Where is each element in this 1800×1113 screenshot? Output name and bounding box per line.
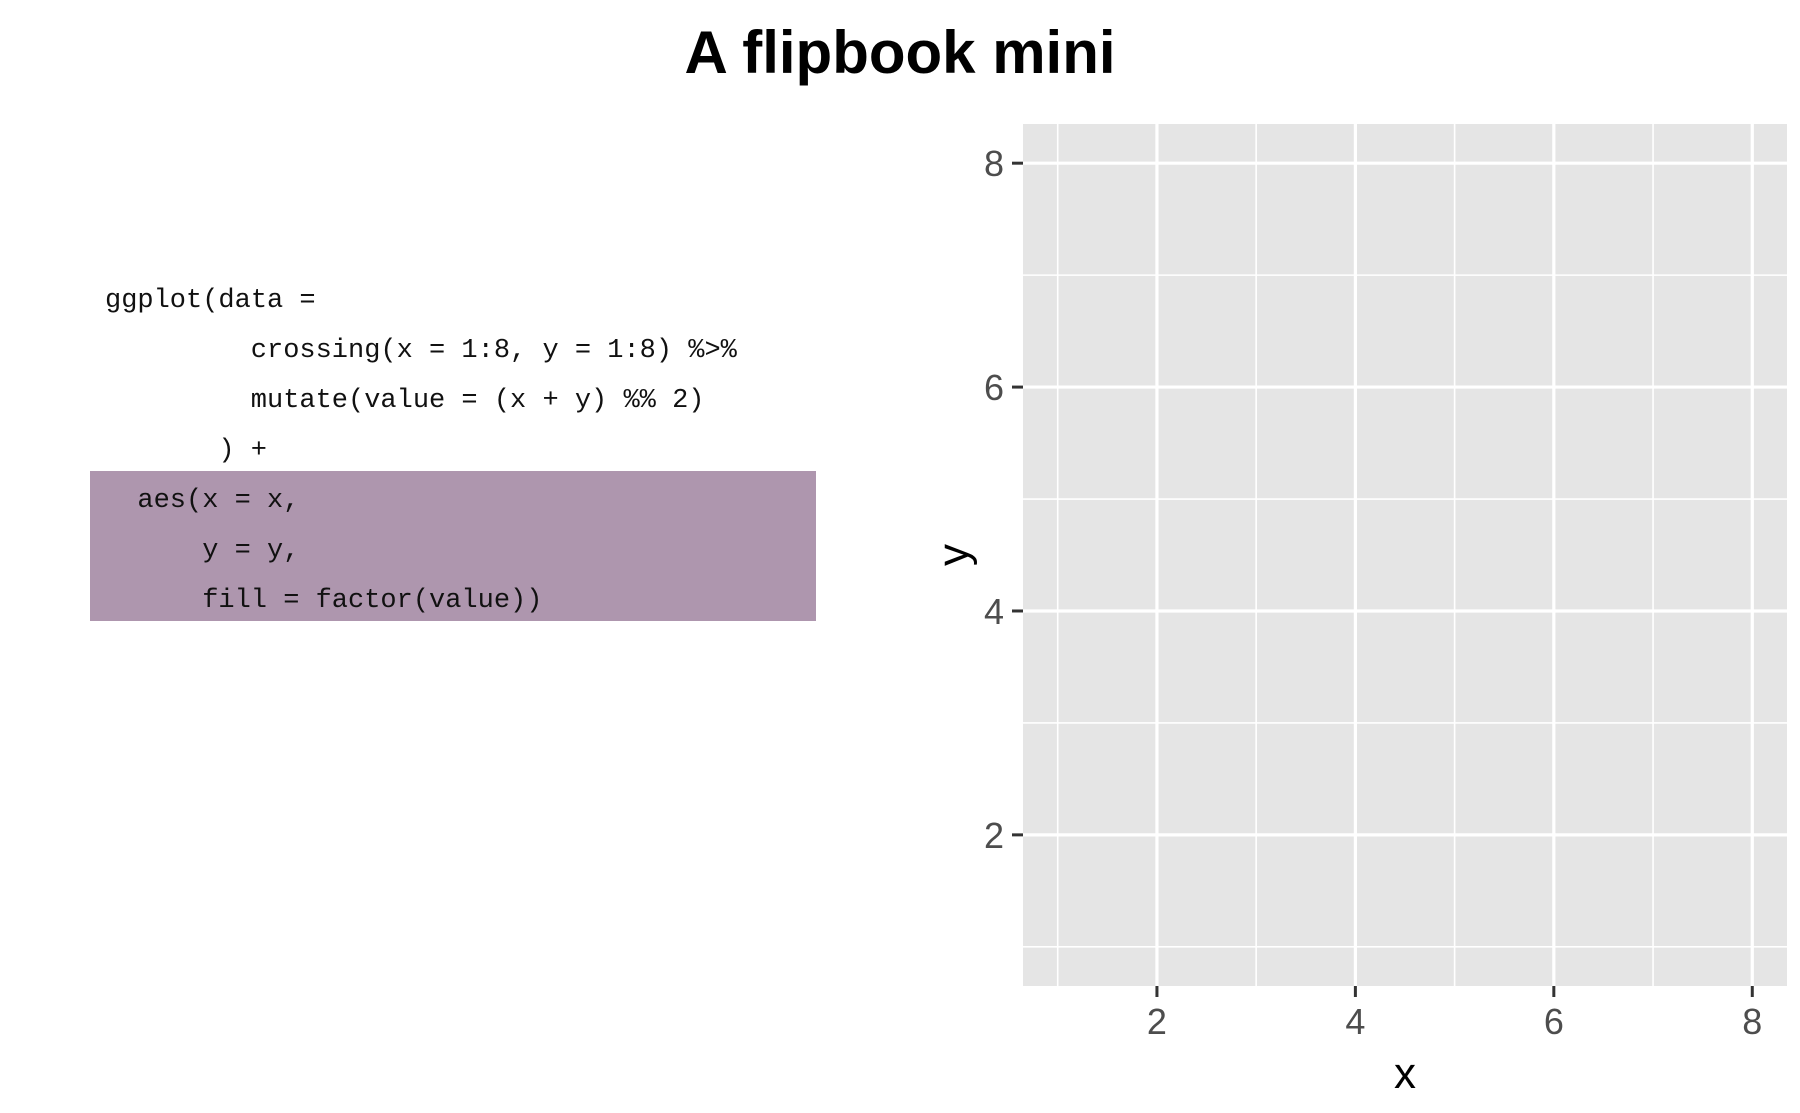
x-tick-label: 8: [1742, 1001, 1762, 1042]
plot-panel: [1023, 124, 1787, 986]
y-tick-label: 6: [984, 367, 1004, 408]
code-line: ) +: [218, 436, 267, 466]
x-axis-title: x: [1394, 1049, 1416, 1098]
y-tick-label: 8: [984, 143, 1004, 184]
code-line: crossing(x = 1:8, y = 1:8) %>%: [250, 336, 737, 366]
x-tick-label: 2: [1147, 1001, 1167, 1042]
y-axis-title: y: [929, 544, 978, 566]
code-highlight-box: [90, 471, 816, 621]
code-line: ggplot(data =: [105, 286, 316, 316]
x-tick-label: 4: [1345, 1001, 1365, 1042]
y-tick-label: 4: [984, 591, 1004, 632]
code-line: y = y,: [202, 536, 300, 566]
y-tick-label: 2: [984, 815, 1004, 856]
code-line: mutate(value = (x + y) %% 2): [250, 386, 705, 416]
code-line: aes(x = x,: [137, 486, 300, 516]
page-title: A flipbook mini: [684, 19, 1116, 86]
code-line: fill = factor(value)): [202, 586, 543, 616]
x-tick-label: 6: [1544, 1001, 1564, 1042]
